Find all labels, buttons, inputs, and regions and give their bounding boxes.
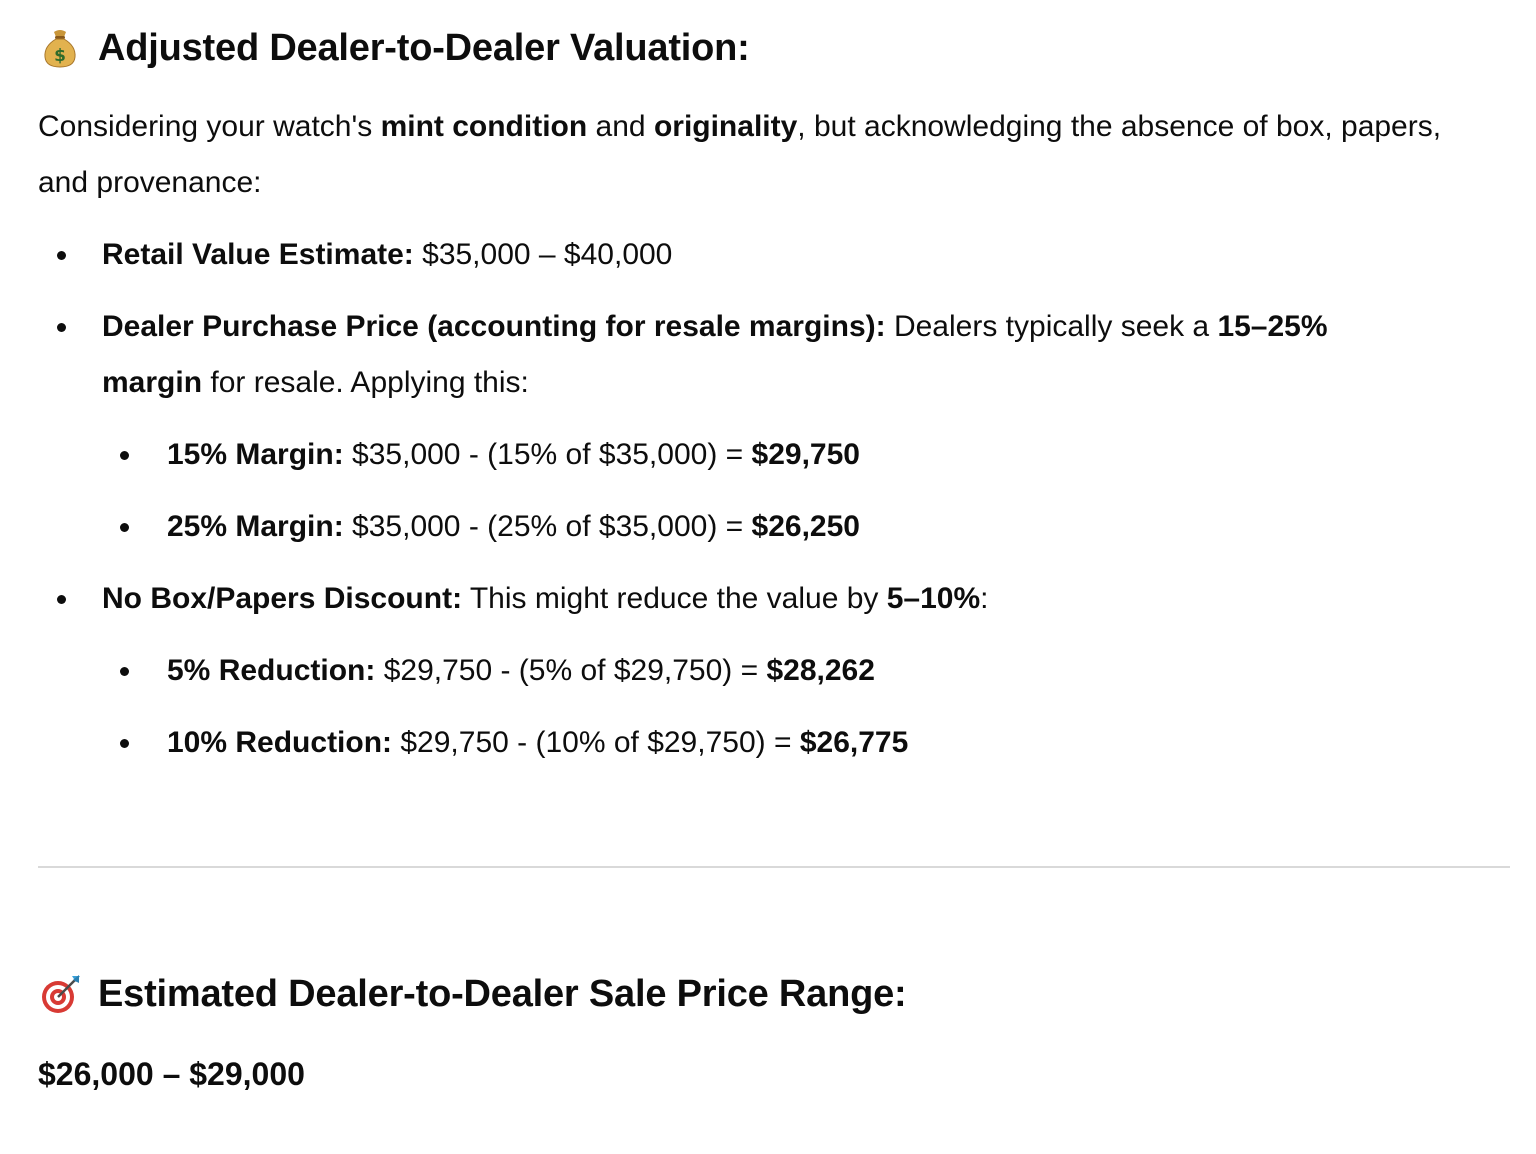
price-range: $26,000 – $29,000 (38, 1056, 305, 1092)
margin-25-calc: $35,000 - (25% of $35,000) = (343, 510, 752, 543)
retail-label: Retail Value Estimate: (102, 238, 414, 271)
list-item-discount: No Box/Papers Discount: This might reduc… (102, 571, 989, 627)
section-divider (38, 866, 1510, 868)
bullet-dot (57, 251, 66, 260)
intro-text-3: , but acknowledging the absence of box, … (38, 110, 1442, 199)
section-title: Estimated Dealer-to-Dealer Sale Price Ra… (98, 972, 907, 1015)
dealer-bold-1: 15–25% margin (102, 310, 1328, 399)
intro-paragraph: Considering your watch's mint condition … (38, 99, 1478, 211)
reduction-5-calc: $29,750 - (5% of $29,750) = (375, 654, 767, 687)
margin-15-calc: $35,000 - (15% of $35,000) = (343, 438, 752, 471)
bullet-dot (57, 595, 66, 604)
sub-bullet-dot (120, 523, 129, 532)
list-item-retail: Retail Value Estimate: $35,000 – $40,000 (102, 227, 672, 283)
reduction-5-result: $28,262 (766, 654, 875, 687)
reduction-10-calc: $29,750 - (10% of $29,750) = (392, 726, 800, 759)
list-item-reduction-10: 10% Reduction: $29,750 - (10% of $29,750… (167, 715, 908, 771)
money-bag-icon: $ (44, 30, 76, 68)
bullet-dot (57, 323, 66, 332)
section-heading-valuation: $ Adjusted Dealer-to-Dealer Valuation: (38, 26, 750, 70)
list-item-margin-15: 15% Margin: $35,000 - (15% of $35,000) =… (167, 427, 860, 483)
intro-bold-1: mint condition (380, 110, 588, 143)
margin-15-result: $29,750 (751, 438, 860, 471)
intro-bold-2: originality (653, 110, 798, 143)
margin-25-result: $26,250 (751, 510, 860, 543)
discount-text-1: This might reduce the value by (462, 582, 887, 615)
retail-value: $35,000 – $40,000 (413, 238, 673, 271)
margin-15-label: 15% Margin: (167, 438, 344, 471)
dealer-text-2: for resale. Applying this: (202, 366, 529, 399)
page-title: Adjusted Dealer-to-Dealer Valuation: (98, 26, 750, 69)
margin-25-label: 25% Margin: (167, 510, 344, 543)
target-icon (42, 975, 80, 1013)
reduction-10-result: $26,775 (799, 726, 909, 759)
list-item-reduction-5: 5% Reduction: $29,750 - (5% of $29,750) … (167, 643, 875, 699)
list-item-dealer: Dealer Purchase Price (accounting for re… (102, 299, 1432, 411)
section-heading-range: Estimated Dealer-to-Dealer Sale Price Ra… (38, 972, 907, 1016)
reduction-10-label: 10% Reduction: (167, 726, 393, 759)
sub-bullet-dot (120, 667, 129, 676)
intro-text-1: Considering your watch's (38, 110, 381, 143)
reduction-5-label: 5% Reduction: (167, 654, 376, 687)
discount-label: No Box/Papers Discount: (102, 582, 463, 615)
dealer-text-1: Dealers typically seek a (885, 310, 1218, 343)
sub-bullet-dot (120, 739, 129, 748)
intro-text-2: and (587, 110, 654, 143)
svg-text:$: $ (54, 46, 66, 66)
dealer-label: Dealer Purchase Price (accounting for re… (102, 310, 886, 343)
discount-bold-1: 5–10% (886, 582, 981, 615)
list-item-margin-25: 25% Margin: $35,000 - (25% of $35,000) =… (167, 499, 860, 555)
discount-text-2: : (980, 582, 989, 615)
sub-bullet-dot (120, 451, 129, 460)
